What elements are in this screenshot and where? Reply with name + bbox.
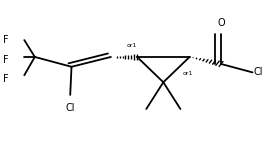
Text: Cl: Cl [65, 103, 75, 113]
Text: or1: or1 [127, 43, 137, 48]
Text: Cl: Cl [254, 67, 263, 77]
Text: or1: or1 [183, 71, 193, 76]
Text: F: F [3, 74, 9, 84]
Text: F: F [3, 35, 9, 45]
Text: O: O [217, 18, 225, 28]
Text: F: F [3, 55, 9, 65]
